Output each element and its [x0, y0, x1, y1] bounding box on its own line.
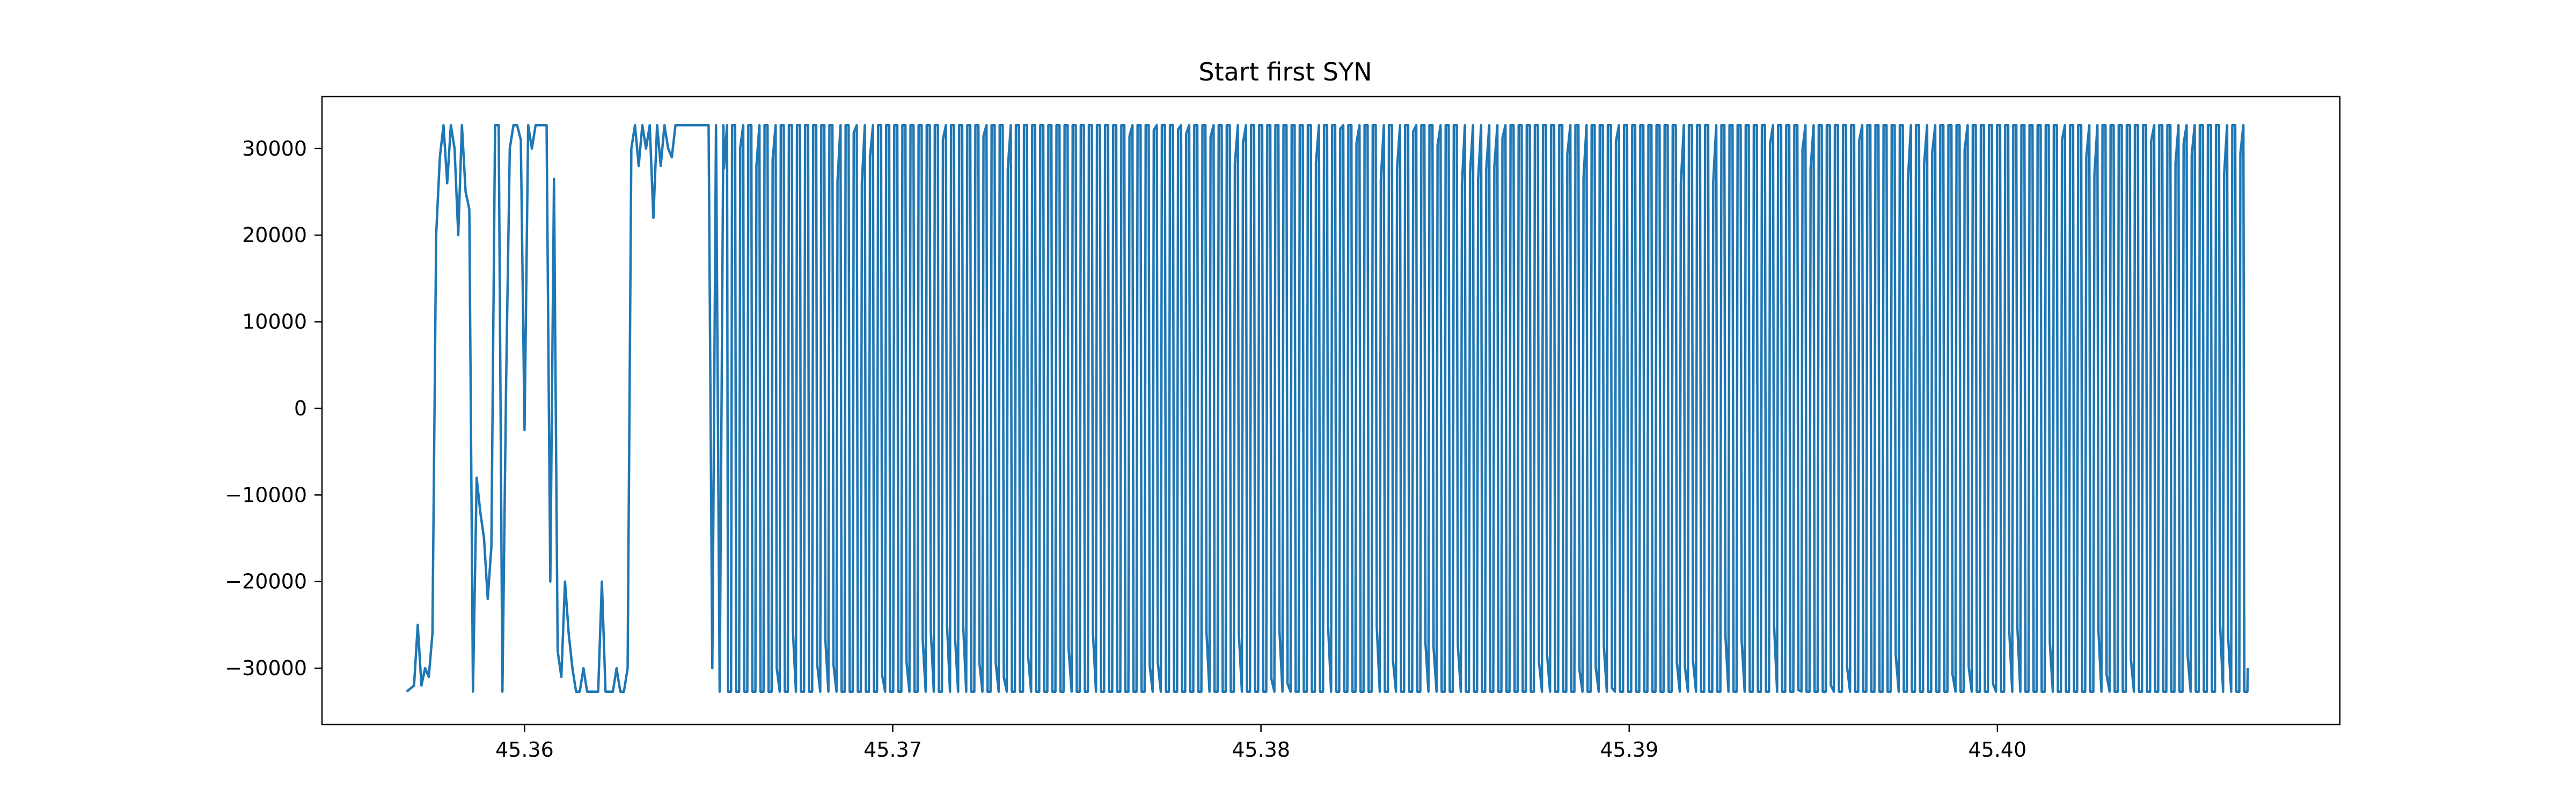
y-tick-label: −10000	[225, 483, 307, 507]
y-tick-label: −20000	[225, 570, 307, 594]
x-tick-label: 45.37	[863, 738, 922, 762]
y-tick-label: 20000	[242, 223, 307, 247]
plot-area	[406, 124, 2249, 693]
x-tick-label: 45.39	[1600, 738, 1658, 762]
y-tick-label: 10000	[242, 310, 307, 334]
y-tick-label: 0	[294, 397, 307, 420]
axes-frame	[321, 96, 2341, 726]
chart-title: Start first SYN	[1198, 57, 1372, 86]
series-line	[406, 124, 2249, 693]
x-tick-label: 45.40	[1968, 738, 2026, 762]
y-tick-label: −30000	[225, 656, 307, 680]
x-tick-label: 45.36	[495, 738, 554, 762]
axis-ticks: 45.36 45.37 45.38 45.39 45.40 30000 20000 10000…	[225, 137, 2026, 762]
y-tick-label: 30000	[242, 137, 307, 160]
x-tick-label: 45.38	[1232, 738, 1290, 762]
